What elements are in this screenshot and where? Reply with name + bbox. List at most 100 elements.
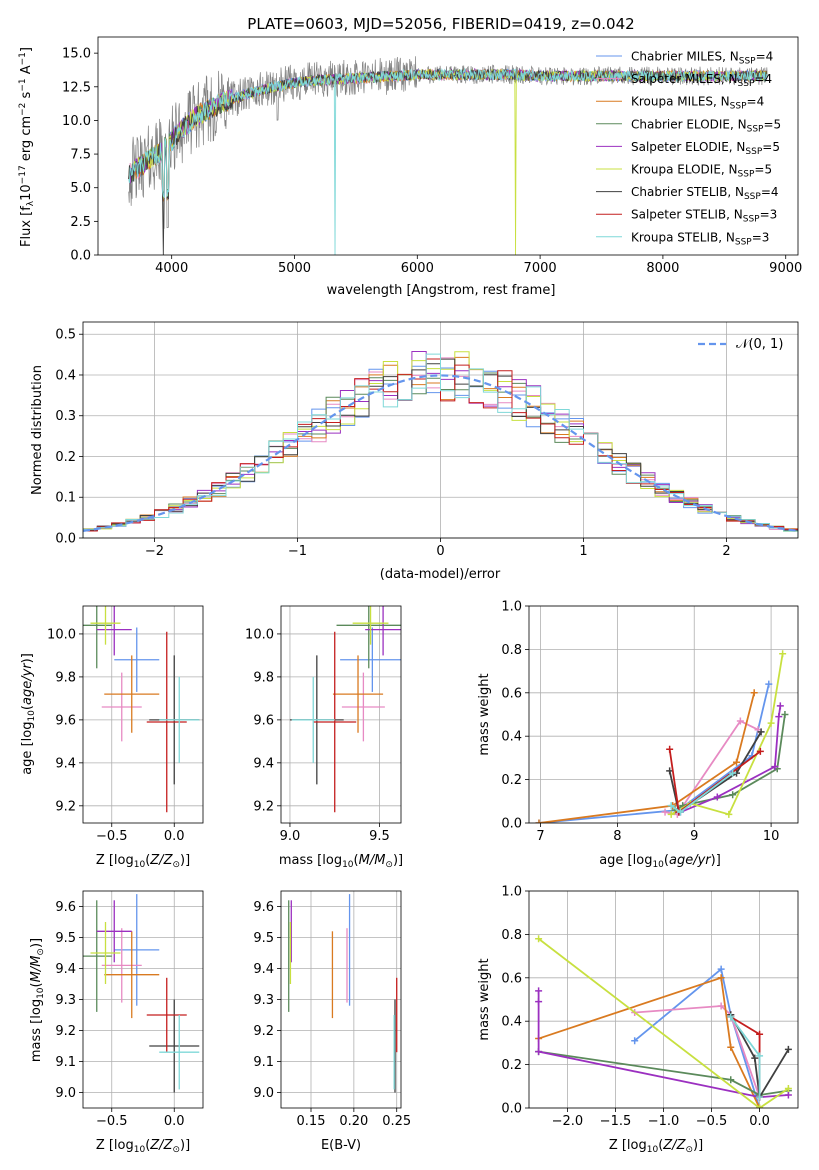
label-part: A: [19, 65, 34, 78]
weight-point-marker: [765, 680, 773, 688]
plot-area: [535, 650, 789, 823]
weight-point-marker: [751, 1054, 759, 1062]
label-part: mass [log: [29, 999, 44, 1062]
legend-label-subscript: SSP: [744, 192, 761, 202]
legend-label-text: Salpeter ELODIE, N: [631, 140, 745, 154]
x-axis-label: Z [log10(Z/Z⊙)]: [609, 1138, 703, 1155]
x-axis-label: Z [log10(Z/Z⊙)]: [96, 853, 190, 870]
label-part: 10: [647, 1145, 659, 1155]
x-tick-label: −2: [145, 544, 164, 559]
y-tick-label: 9.6: [55, 713, 76, 728]
weight-point-marker: [776, 702, 784, 710]
legend-label: Chabrier MILES, NSSP=4: [631, 50, 773, 67]
y-tick-label: 0.8: [501, 928, 522, 943]
weight-point-marker: [631, 1037, 639, 1045]
label-part: Z [log: [609, 1138, 647, 1153]
y-tick-label: 9.0: [253, 1086, 274, 1101]
legend-label-suffix: =4: [761, 185, 779, 199]
plot-area: [289, 606, 401, 813]
legend-label-suffix: =4: [747, 95, 765, 109]
y-tick-label: 0.5: [55, 328, 76, 343]
label-part: age [log: [20, 722, 35, 775]
label-part: 10: [27, 710, 37, 722]
legend-label-text: Chabrier MILES, N: [631, 50, 739, 64]
weight-point-marker: [535, 987, 543, 995]
legend-label-suffix: =5: [754, 163, 772, 177]
y-tick-label: 9.6: [253, 713, 274, 728]
x-axis-label: Z [log10(Z/Z⊙)]: [96, 1138, 190, 1155]
label-part: 10: [19, 184, 34, 201]
axes-frame: [82, 321, 799, 539]
y-tick-label: 9.2: [253, 799, 274, 814]
y-tick-label: 0.8: [501, 643, 522, 658]
y-tick-label: 9.2: [55, 1024, 76, 1039]
y-tick-label: 9.6: [253, 900, 274, 915]
legend-label-text: Chabrier ELODIE, N: [631, 117, 747, 131]
y-tick-label: 9.2: [253, 1024, 274, 1039]
legend-label: Kroupa STELIB, NSSP=3: [631, 230, 769, 247]
y-tick-label: 0.4: [501, 730, 522, 745]
label-part: Z [log: [96, 853, 134, 868]
label-part: −1: [18, 52, 28, 65]
label-part: λ: [26, 200, 36, 206]
label-part: Z/Z: [149, 1138, 173, 1153]
label-part: Z/Z: [662, 1138, 686, 1153]
x-axis-label: (data-model)/error: [380, 567, 501, 582]
weight-point-marker: [713, 793, 721, 801]
weight-line: [634, 967, 761, 1108]
y-tick-label: 0.6: [501, 686, 522, 701]
legend-label-suffix: =4: [754, 72, 772, 86]
weight-point-marker: [717, 965, 725, 973]
label-part: (: [145, 853, 150, 868]
label-part: )]: [180, 1138, 190, 1153]
label-part: 10: [134, 860, 146, 870]
weight-point-marker: [535, 819, 543, 823]
weight-line: [668, 731, 762, 814]
weight-point-marker: [771, 763, 779, 771]
x-tick-label: −1.5: [600, 1114, 632, 1129]
weight-line: [729, 1014, 790, 1100]
label-part: ⊙: [172, 860, 180, 870]
x-tick-label: 0.20: [339, 1114, 368, 1129]
legend-label-text: Salpeter STELIB, N: [631, 208, 743, 222]
label-part: M/M: [359, 853, 386, 868]
weight-point-marker: [535, 935, 543, 943]
y-tick-label: 9.2: [55, 799, 76, 814]
label-part: ⊙: [172, 1145, 180, 1155]
y-axis-label: mass weight: [477, 958, 492, 1040]
x-tick-label: 6000: [401, 261, 434, 276]
x-tick-label: 1: [579, 544, 587, 559]
legend-label-subscript: SSP: [735, 237, 752, 247]
label-part: (: [664, 853, 669, 868]
mass-vs-Z-axes: −0.5 0.0 9.0 9.1 9.2 9.3 9.4 9.5 9.6: [55, 890, 204, 1129]
model-spectrum-line: [128, 67, 768, 200]
x-tick-label: 0.25: [382, 1114, 411, 1129]
plot-area: [83, 894, 200, 1093]
label-part: age/yr: [20, 662, 35, 705]
x-tick-label: 0.15: [297, 1114, 326, 1129]
x-tick-label: 7000: [524, 261, 557, 276]
weight-point-marker: [535, 998, 543, 1006]
y-tick-label: 9.8: [253, 670, 274, 685]
label-part: mass [log: [279, 853, 342, 868]
y-tick-label: 9.6: [55, 900, 76, 915]
weight-line: [538, 692, 756, 823]
spectrum-axes: 4000 5000 6000 7000 8000 9000 0.0 2.5 5.0 7.5 10.0…: [62, 36, 802, 276]
y-tick-label: 10.0: [47, 627, 76, 642]
age-vs-Z-axes: −0.5 0.0 9.2 9.4 9.6 9.8 10.0: [47, 605, 204, 844]
x-tick-label: 0.0: [749, 1114, 770, 1129]
legend-label: Salpeter MILES, NSSP=4: [631, 72, 772, 89]
y-tick-label: 15.0: [62, 47, 91, 62]
legend-label: Chabrier STELIB, NSSP=4: [631, 185, 779, 202]
label-part: )]: [393, 853, 403, 868]
x-tick-label: −1: [288, 544, 307, 559]
x-tick-label: −0.5: [96, 829, 128, 844]
legend-label-suffix: =4: [756, 50, 774, 64]
y-tick-label: 12.5: [62, 80, 91, 95]
legend-label-subscript: SSP: [730, 102, 747, 112]
y-tick-label: 9.4: [55, 756, 76, 771]
axes-frame: [280, 605, 402, 824]
model-spectrum-line: [128, 68, 768, 202]
y-tick-label: 9.8: [55, 670, 76, 685]
x-tick-label: 7: [536, 829, 544, 844]
